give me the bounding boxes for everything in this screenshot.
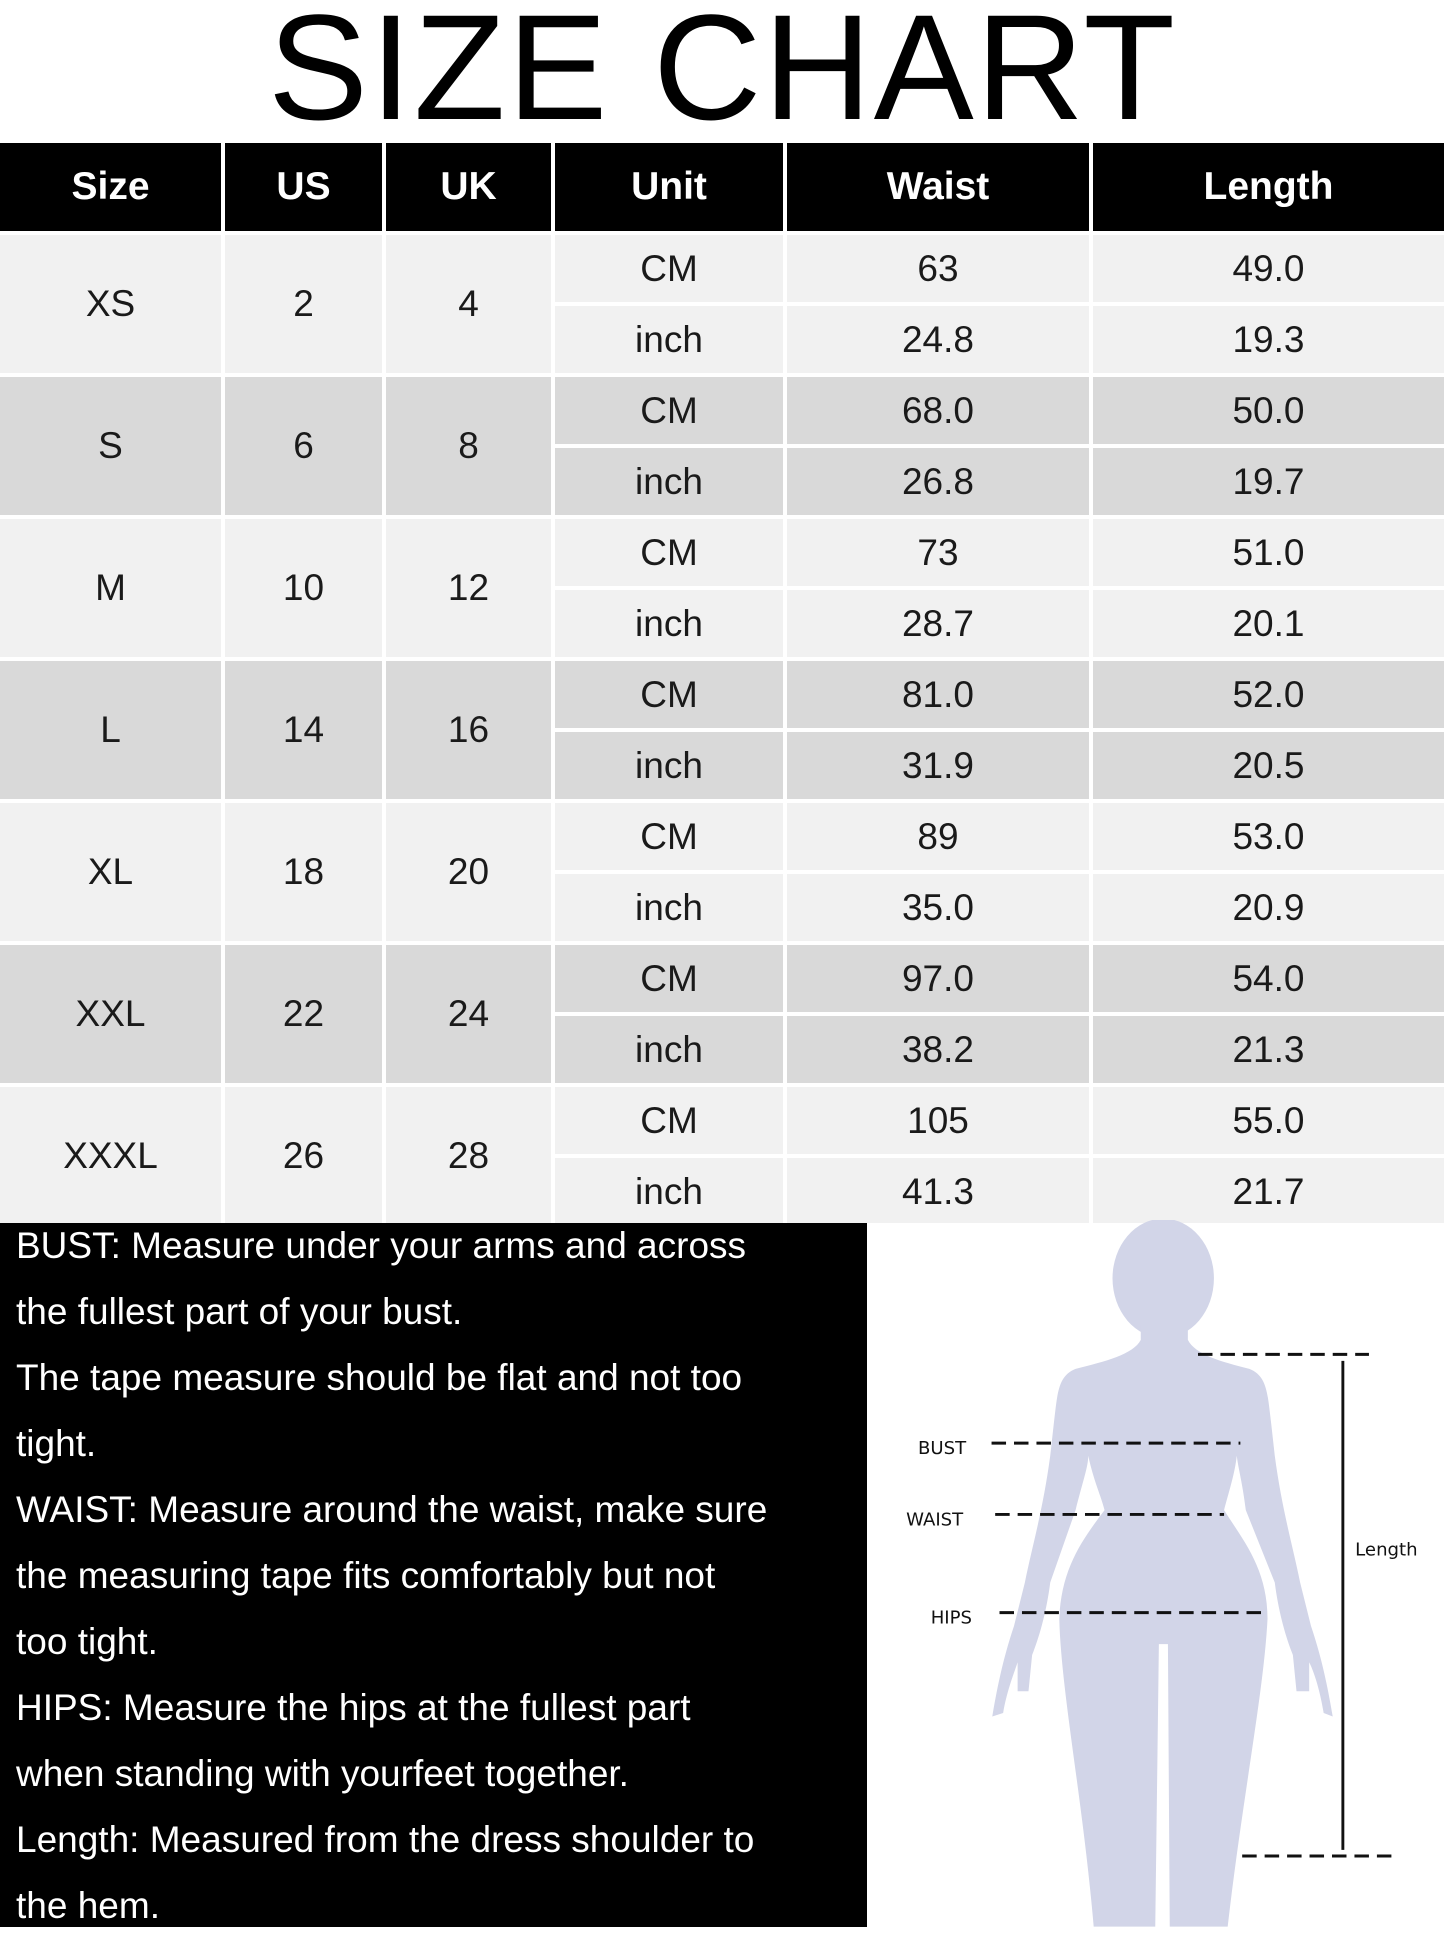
waist-cell: 41.3: [787, 1158, 1089, 1225]
instruction-line: tight.: [16, 1423, 97, 1464]
unit-cell: inch: [555, 1016, 783, 1083]
unit-cell: CM: [555, 803, 783, 870]
length-cell: 19.3: [1093, 306, 1444, 373]
length-cell: 54.0: [1093, 945, 1444, 1012]
uk-size-cell: 24: [386, 945, 551, 1083]
size-cell: XS: [0, 235, 221, 373]
unit-cell: inch: [555, 732, 783, 799]
waist-cell: 81.0: [787, 661, 1089, 728]
waist-cell: 24.8: [787, 306, 1089, 373]
header-unit: Unit: [555, 143, 783, 231]
header-us: US: [225, 143, 382, 231]
us-size-cell: 14: [225, 661, 382, 799]
waist-cell: 26.8: [787, 448, 1089, 515]
page-title: SIZE CHART: [267, 0, 1177, 151]
uk-size-cell: 4: [386, 235, 551, 373]
header-length: Length: [1093, 143, 1444, 231]
waist-cell: 63: [787, 235, 1089, 302]
length-cell: 55.0: [1093, 1087, 1444, 1154]
instruction-line: too tight.: [16, 1621, 158, 1662]
us-size-cell: 10: [225, 519, 382, 657]
header-size: Size: [0, 143, 221, 231]
unit-cell: CM: [555, 945, 783, 1012]
waist-cell: 68.0: [787, 377, 1089, 444]
instruction-line: The tape measure should be flat and not …: [16, 1357, 743, 1398]
uk-size-cell: 20: [386, 803, 551, 941]
uk-size-cell: 16: [386, 661, 551, 799]
unit-cell: CM: [555, 377, 783, 444]
length-cell: 21.3: [1093, 1016, 1444, 1083]
unit-cell: CM: [555, 1087, 783, 1154]
unit-cell: inch: [555, 1158, 783, 1225]
waist-cell: 31.9: [787, 732, 1089, 799]
instruction-line: when standing with yourfeet together.: [16, 1753, 629, 1794]
waist-cell: 28.7: [787, 590, 1089, 657]
unit-cell: CM: [555, 235, 783, 302]
size-cell: XXL: [0, 945, 221, 1083]
length-cell: 21.7: [1093, 1158, 1444, 1225]
unit-cell: inch: [555, 874, 783, 941]
us-size-cell: 6: [225, 377, 382, 515]
size-cell: M: [0, 519, 221, 657]
waist-cell: 35.0: [787, 874, 1089, 941]
bust-label: BUST: [918, 1438, 967, 1459]
size-cell: L: [0, 661, 221, 799]
waist-label: WAIST: [906, 1509, 964, 1530]
silhouette: [992, 1220, 1333, 1927]
waist-cell: 73: [787, 519, 1089, 586]
instruction-line: the hem.: [16, 1885, 160, 1926]
waist-cell: 97.0: [787, 945, 1089, 1012]
waist-cell: 89: [787, 803, 1089, 870]
instruction-line: the fullest part of your bust.: [16, 1291, 463, 1332]
instruction-line: BUST: Measure under your arms and across: [16, 1225, 747, 1266]
waist-cell: 38.2: [787, 1016, 1089, 1083]
length-cell: 51.0: [1093, 519, 1444, 586]
length-cell: 20.9: [1093, 874, 1444, 941]
waist-cell: 105: [787, 1087, 1089, 1154]
unit-cell: inch: [555, 448, 783, 515]
size-cell: XXXL: [0, 1087, 221, 1225]
uk-size-cell: 12: [386, 519, 551, 657]
hips-label: HIPS: [931, 1607, 972, 1628]
instruction-line: the measuring tape fits comfortably but …: [16, 1555, 716, 1596]
instruction-line: HIPS: Measure the hips at the fullest pa…: [16, 1687, 691, 1728]
unit-cell: CM: [555, 519, 783, 586]
uk-size-cell: 8: [386, 377, 551, 515]
body-silhouette-illustration: BUST WAIST HIPS Length: [906, 1220, 1418, 1927]
header-uk: UK: [386, 143, 551, 231]
instruction-line: Length: Measured from the dress shoulder…: [16, 1819, 755, 1860]
size-table: Size US UK Unit Waist Length XS 2 4 CM 63 49.0 inch 2…: [0, 143, 1445, 1225]
length-cell: 52.0: [1093, 661, 1444, 728]
length-cell: 53.0: [1093, 803, 1444, 870]
size-cell: S: [0, 377, 221, 515]
size-cell: XL: [0, 803, 221, 941]
length-cell: 50.0: [1093, 377, 1444, 444]
length-cell: 49.0: [1093, 235, 1444, 302]
length-cell: 20.1: [1093, 590, 1444, 657]
unit-cell: CM: [555, 661, 783, 728]
unit-cell: inch: [555, 590, 783, 657]
header-waist: Waist: [787, 143, 1089, 231]
unit-cell: inch: [555, 306, 783, 373]
length-cell: 19.7: [1093, 448, 1444, 515]
instruction-line: WAIST: Measure around the waist, make su…: [16, 1489, 768, 1530]
us-size-cell: 2: [225, 235, 382, 373]
us-size-cell: 26: [225, 1087, 382, 1225]
us-size-cell: 22: [225, 945, 382, 1083]
us-size-cell: 18: [225, 803, 382, 941]
length-label: Length: [1355, 1539, 1417, 1560]
uk-size-cell: 28: [386, 1087, 551, 1225]
measurement-instructions: BUST: Measure under your arms and across…: [0, 1223, 867, 1927]
length-cell: 20.5: [1093, 732, 1444, 799]
body-measurement-figure: BUST WAIST HIPS Length: [867, 1220, 1445, 1927]
